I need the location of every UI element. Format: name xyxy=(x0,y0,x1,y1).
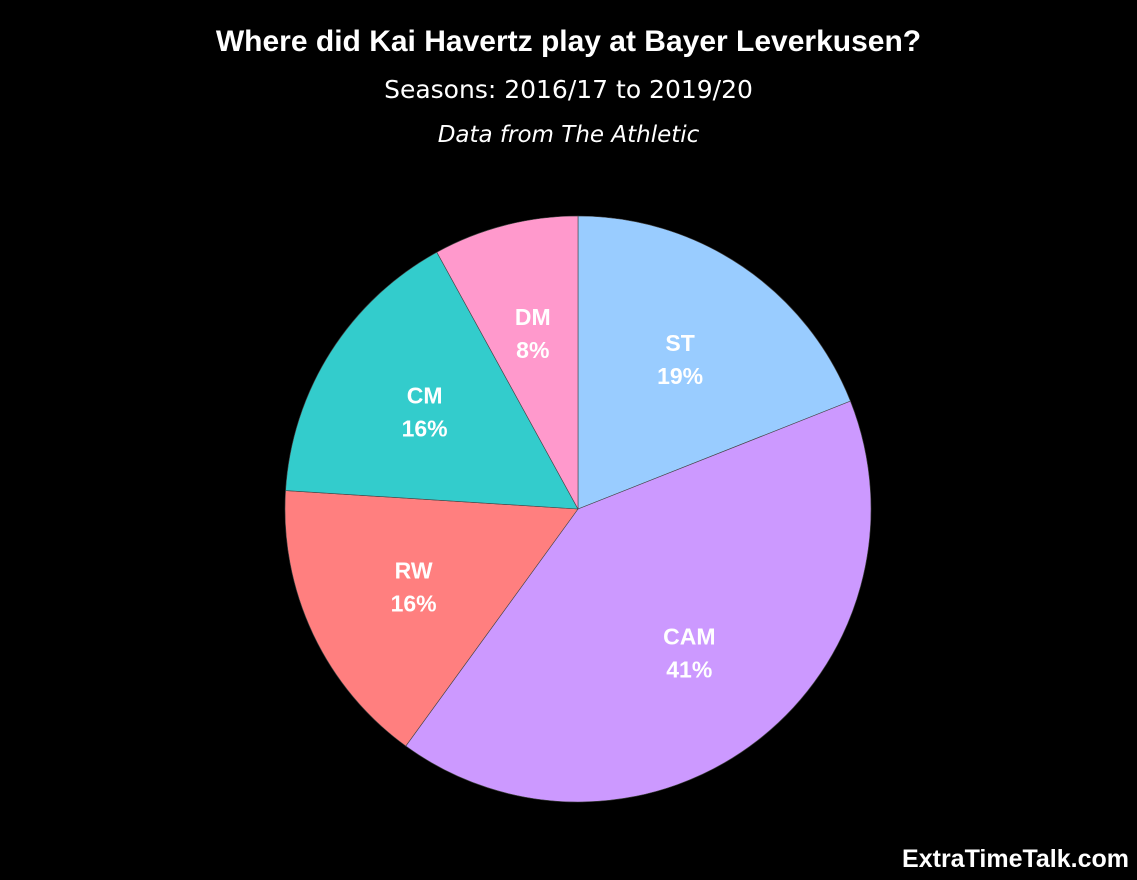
pie-slice-cam xyxy=(405,400,872,803)
chart-subtitle: Seasons: 2016/17 to 2019/20 xyxy=(384,75,753,104)
pie-slices xyxy=(284,215,872,803)
slice-percent-cam: 41% xyxy=(666,657,712,683)
pie-slice-st xyxy=(577,215,851,510)
pie-labels: ST 19% CAM 41% RW 16% CM 16% DM 8% xyxy=(391,304,716,683)
slice-percent-cm: 16% xyxy=(402,416,448,442)
slice-label-dm: DM xyxy=(515,304,551,330)
slice-label-cm: CM xyxy=(407,383,443,409)
slice-label-cam: CAM xyxy=(663,624,715,650)
site-watermark: ExtraTimeTalk.com xyxy=(902,845,1129,873)
slice-percent-dm: 8% xyxy=(516,337,549,363)
pie-slice-rw xyxy=(284,490,579,747)
pie-slice-cm xyxy=(285,251,579,510)
slice-percent-rw: 16% xyxy=(391,590,437,616)
slice-label-st: ST xyxy=(665,330,694,356)
data-source-note: Data from The Athletic xyxy=(437,122,700,148)
slice-label-rw: RW xyxy=(395,557,433,583)
slice-percent-st: 19% xyxy=(657,363,703,389)
chart-title: Where did Kai Havertz play at Bayer Leve… xyxy=(215,25,922,58)
pie-slice-dm xyxy=(436,215,579,510)
